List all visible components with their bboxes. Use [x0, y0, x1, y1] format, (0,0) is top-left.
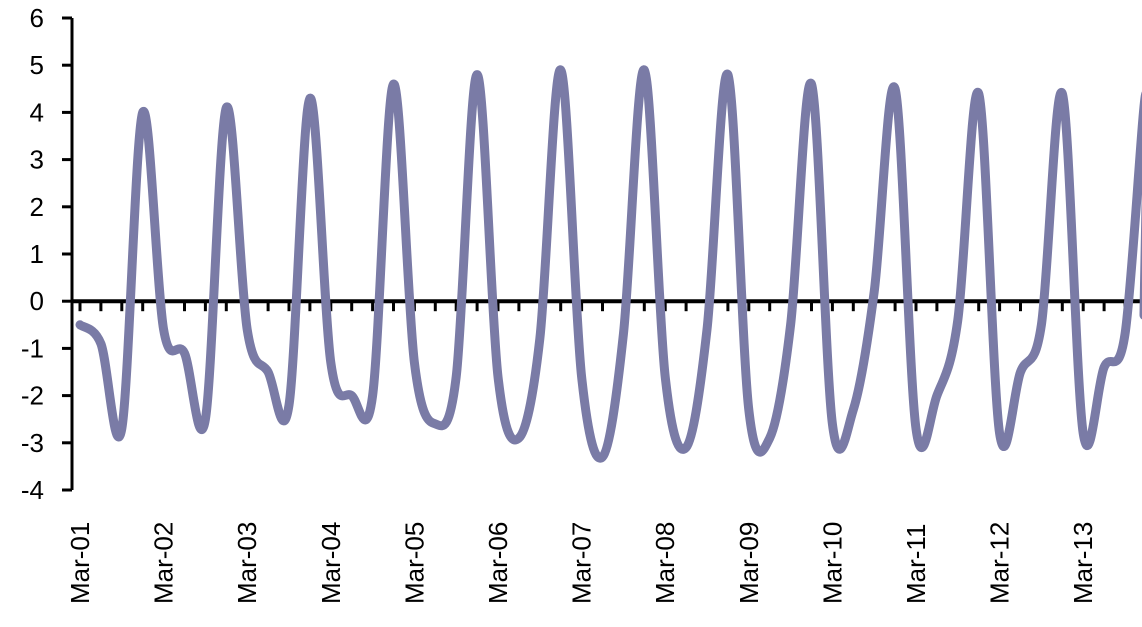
- y-tick-label: 1: [30, 239, 44, 269]
- x-tick-label: Mar-12: [985, 522, 1015, 604]
- y-tick-label: 4: [30, 97, 44, 127]
- y-tick-label: -1: [21, 333, 44, 363]
- x-tick-label: Mar-06: [483, 522, 513, 604]
- x-tick-label: Mar-04: [316, 522, 346, 604]
- y-tick-label: 5: [30, 50, 44, 80]
- x-tick-label: Mar-02: [149, 522, 179, 604]
- y-axis: 6 5 4 3 2 1 0 -1 -2 -3 -4: [21, 3, 72, 505]
- y-tick-label: -4: [21, 475, 44, 505]
- x-tick-label: Mar-09: [734, 522, 764, 604]
- series-line: [80, 70, 1142, 458]
- x-tick-label: Mar-07: [567, 522, 597, 604]
- series-group: [80, 70, 1142, 458]
- y-tick-label: 3: [30, 145, 44, 175]
- y-tick-label: 6: [30, 3, 44, 33]
- x-tick-label: Mar-05: [399, 522, 429, 604]
- y-tick-label: 0: [30, 286, 44, 316]
- x-tick-label: Mar-03: [232, 522, 262, 604]
- x-tick-label: Mar-13: [1068, 522, 1098, 604]
- y-tick-label: -3: [21, 428, 44, 458]
- y-tick-label: 2: [30, 192, 44, 222]
- x-tick-label: Mar-11: [901, 524, 931, 604]
- x-tick-label: Mar-01: [65, 522, 95, 604]
- x-tick-label: Mar-08: [650, 522, 680, 604]
- y-tick-label: -2: [21, 381, 44, 411]
- x-tick-label: Mar-10: [817, 522, 847, 604]
